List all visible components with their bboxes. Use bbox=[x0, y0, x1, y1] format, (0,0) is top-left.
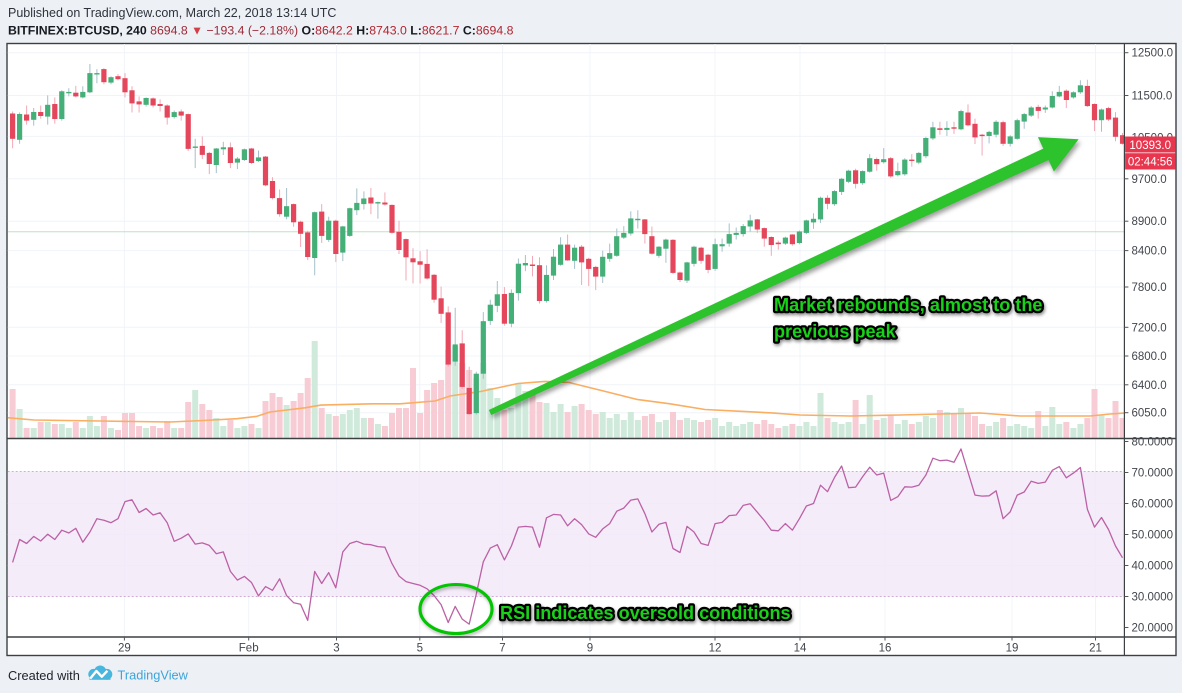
svg-text:40.0000: 40.0000 bbox=[1132, 561, 1174, 573]
svg-text:BITFINEX:BTCUSD, 240 8694.8 ▼: BITFINEX:BTCUSD, 240 8694.8 ▼ −193.4 (−2… bbox=[8, 24, 514, 38]
svg-text:70.0000: 70.0000 bbox=[1132, 468, 1174, 480]
svg-text:previous peak: previous peak bbox=[774, 322, 897, 342]
svg-text:12500.0: 12500.0 bbox=[1132, 48, 1174, 60]
svg-text:9700.0: 9700.0 bbox=[1132, 174, 1167, 186]
svg-text:14: 14 bbox=[794, 643, 807, 655]
svg-text:6800.0: 6800.0 bbox=[1132, 351, 1167, 363]
svg-text:9: 9 bbox=[587, 643, 593, 655]
svg-text:19: 19 bbox=[1006, 643, 1019, 655]
svg-text:10393.0: 10393.0 bbox=[1129, 140, 1171, 152]
svg-text:Feb: Feb bbox=[239, 643, 259, 655]
svg-text:6400.0: 6400.0 bbox=[1132, 380, 1167, 392]
svg-text:3: 3 bbox=[333, 643, 339, 655]
svg-text:Created with: Created with bbox=[8, 668, 80, 683]
svg-text:21: 21 bbox=[1089, 643, 1102, 655]
svg-text:50.0000: 50.0000 bbox=[1132, 530, 1174, 542]
svg-text:80.0000: 80.0000 bbox=[1132, 437, 1174, 449]
svg-text:30.0000: 30.0000 bbox=[1132, 592, 1174, 604]
svg-text:5: 5 bbox=[417, 643, 423, 655]
svg-text:6050.0: 6050.0 bbox=[1132, 408, 1167, 420]
svg-text:7800.0: 7800.0 bbox=[1132, 282, 1167, 294]
svg-text:8400.0: 8400.0 bbox=[1132, 246, 1167, 258]
svg-text:TradingView: TradingView bbox=[118, 668, 189, 683]
svg-text:Published on TradingView.com,: Published on TradingView.com, March 22, … bbox=[8, 6, 336, 20]
svg-text:20.0000: 20.0000 bbox=[1132, 623, 1174, 635]
svg-text:8900.0: 8900.0 bbox=[1132, 216, 1167, 228]
svg-text:7: 7 bbox=[499, 643, 505, 655]
svg-text:60.0000: 60.0000 bbox=[1132, 499, 1174, 511]
svg-text:11500.0: 11500.0 bbox=[1132, 91, 1173, 103]
svg-text:29: 29 bbox=[118, 643, 131, 655]
svg-text:RSI indicates oversold conditi: RSI indicates oversold conditions bbox=[500, 603, 791, 623]
svg-text:7200.0: 7200.0 bbox=[1132, 322, 1167, 334]
svg-text:02:44:56: 02:44:56 bbox=[1128, 157, 1173, 169]
svg-text:12: 12 bbox=[709, 643, 722, 655]
svg-text:Market rebounds, almost to the: Market rebounds, almost to the bbox=[774, 295, 1042, 315]
svg-text:16: 16 bbox=[879, 643, 892, 655]
